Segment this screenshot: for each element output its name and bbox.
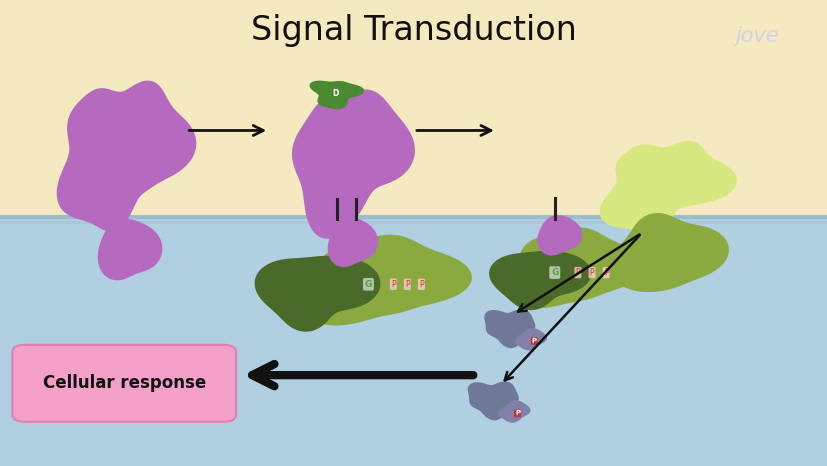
Text: P: P: [418, 280, 423, 289]
Polygon shape: [497, 400, 530, 423]
Polygon shape: [489, 251, 590, 310]
Polygon shape: [327, 218, 378, 267]
Text: P: P: [390, 280, 395, 289]
Polygon shape: [56, 81, 196, 232]
Bar: [0, 0, 827, 217]
Text: Cellular response: Cellular response: [42, 374, 206, 392]
Text: P: P: [514, 411, 519, 416]
Text: G: G: [551, 268, 557, 277]
Text: P: P: [531, 338, 536, 344]
Text: D: D: [332, 89, 338, 98]
Text: G: G: [365, 280, 371, 289]
Polygon shape: [292, 89, 414, 239]
Text: P: P: [575, 268, 580, 277]
Polygon shape: [309, 81, 364, 109]
Bar: [0, 217, 827, 466]
Polygon shape: [254, 256, 380, 332]
Text: P: P: [603, 268, 608, 277]
Polygon shape: [98, 219, 162, 281]
Polygon shape: [467, 382, 519, 420]
Polygon shape: [609, 213, 728, 292]
Polygon shape: [302, 235, 471, 325]
Text: jove: jove: [735, 26, 778, 46]
Polygon shape: [537, 215, 581, 255]
Polygon shape: [514, 328, 547, 350]
FancyBboxPatch shape: [12, 345, 236, 422]
Text: Signal Transduction: Signal Transduction: [251, 14, 576, 47]
Text: P: P: [404, 280, 409, 289]
Polygon shape: [599, 141, 736, 233]
Polygon shape: [508, 227, 643, 308]
Polygon shape: [484, 309, 535, 348]
Text: P: P: [589, 268, 594, 277]
